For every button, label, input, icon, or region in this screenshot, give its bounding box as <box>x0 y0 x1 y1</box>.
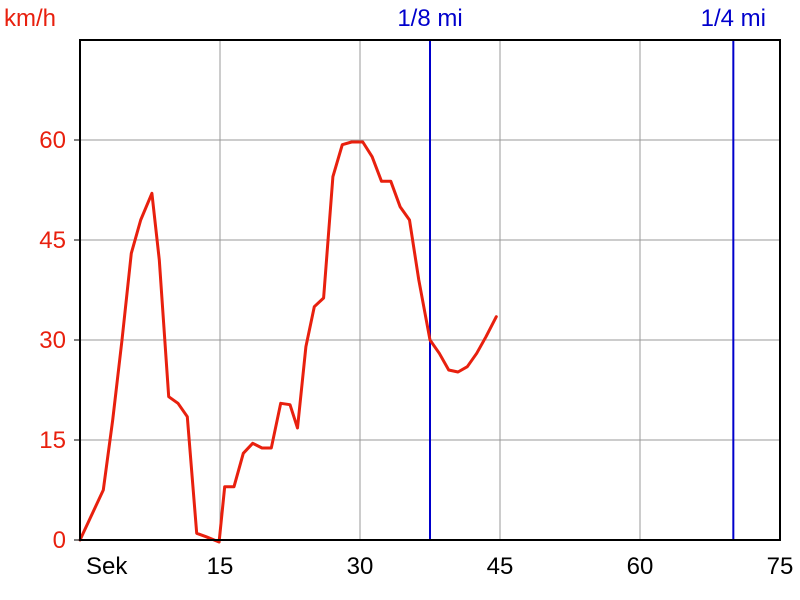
x-tick-label-3: 60 <box>627 553 654 580</box>
x-axis-label: Sek <box>86 553 128 580</box>
x-tick-label-4: 75 <box>767 553 794 580</box>
marker-label-0: 1/8 mi <box>397 5 462 32</box>
y-tick-label-1: 15 <box>39 427 66 454</box>
y-tick-label-0: 0 <box>53 527 66 554</box>
x-tick-label-0: 15 <box>207 553 234 580</box>
distance-markers: 1/8 mi 1/4 mi <box>397 5 766 540</box>
y-tick-label-4: 60 <box>39 127 66 154</box>
x-tick-labels: 15 30 45 60 75 <box>207 553 794 580</box>
series-line-0 <box>78 140 498 544</box>
y-tick-labels: 0 15 30 45 60 <box>39 127 80 554</box>
x-tick-label-2: 45 <box>487 553 514 580</box>
y-axis-label: km/h <box>4 5 56 32</box>
y-tick-label-3: 45 <box>39 227 66 254</box>
x-tick-label-1: 30 <box>347 553 374 580</box>
plot-frame <box>79 39 781 541</box>
marker-label-1: 1/4 mi <box>701 5 766 32</box>
y-tick-label-2: 30 <box>39 327 66 354</box>
series-layer <box>78 140 498 544</box>
